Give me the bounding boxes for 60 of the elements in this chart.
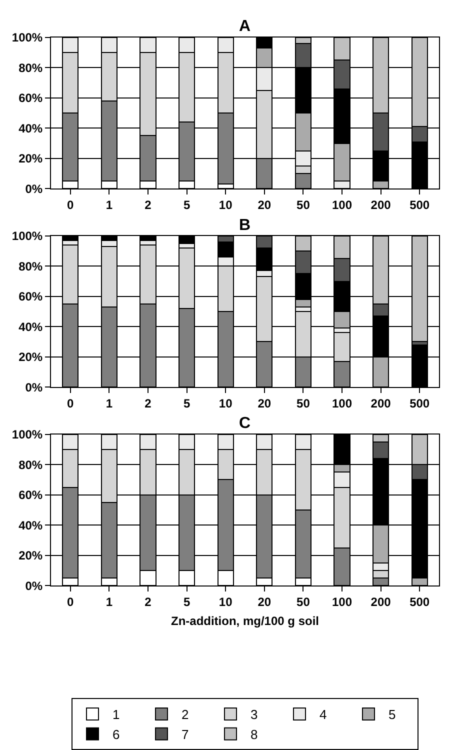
x-tick-label: 10 (218, 594, 233, 609)
x-tick-label: 20 (258, 594, 272, 609)
x-tick-label: 1 (106, 594, 113, 609)
x-tick-label: 5 (183, 198, 190, 212)
y-tick-label: 80% (18, 458, 43, 472)
legend-label: 3 (250, 707, 258, 722)
x-tick-label: 50 (296, 198, 310, 212)
y-tick-label: 40% (18, 320, 43, 334)
x-tick-label: 200 (370, 594, 392, 609)
y-tick-label: 0% (25, 380, 43, 394)
y-tick-label: 100% (12, 428, 43, 442)
y-tick-label: 60% (18, 91, 43, 106)
y-tick-label: 0% (25, 578, 43, 593)
y-tick-label: 0% (25, 182, 43, 196)
chart-title: A (239, 18, 251, 35)
y-tick-label: 60% (18, 488, 43, 502)
x-tick-label: 500 (410, 198, 430, 212)
x-tick-label: 50 (296, 594, 310, 609)
y-tick-label: 100% (12, 30, 43, 45)
x-tick-label: 200 (370, 198, 392, 212)
x-tick-label: 2 (144, 198, 152, 212)
legend-label: 7 (182, 726, 189, 742)
y-tick-label: 20% (18, 152, 43, 166)
x-tick-label: 0 (67, 198, 74, 212)
x-tick-label: 10 (218, 396, 233, 410)
x-tick-label: 10 (218, 198, 233, 212)
x-tick-label: 100 (332, 396, 352, 410)
x-tick-label: 1 (106, 198, 113, 212)
x-tick-label: 20 (258, 396, 272, 410)
x-tick-label: 0 (67, 396, 74, 410)
x-tick-label: 20 (258, 198, 272, 212)
legend-label: 5 (388, 707, 396, 722)
x-tick-label: 5 (183, 594, 190, 609)
y-tick-label: 40% (18, 121, 43, 136)
y-tick-label: 40% (18, 518, 43, 532)
x-tick-label: 100 (332, 594, 352, 609)
y-tick-label: 20% (18, 548, 43, 563)
y-tick-label: 80% (18, 60, 43, 75)
y-tick-label: 60% (18, 290, 43, 304)
x-tick-label: 1 (106, 396, 113, 410)
legend-label: 8 (250, 726, 258, 742)
y-tick-label: 80% (18, 259, 43, 274)
x-tick-label: 2 (144, 594, 152, 609)
legend-label: 1 (112, 707, 120, 722)
x-tick-label: 2 (144, 396, 152, 410)
legend-label: 2 (182, 707, 189, 722)
chart-title: C (239, 415, 251, 432)
legend-label: 4 (320, 707, 327, 722)
x-axis-title: Zn-addition, mg/100 g soil (170, 614, 320, 628)
x-tick-label: 500 (410, 396, 430, 410)
y-tick-label: 100% (12, 229, 43, 244)
x-tick-label: 0 (67, 594, 74, 609)
x-tick-label: 50 (296, 396, 310, 410)
y-tick-label: 20% (18, 350, 43, 364)
x-tick-label: 200 (370, 396, 392, 410)
x-tick-label: 5 (183, 396, 190, 410)
x-tick-label: 100 (332, 198, 352, 212)
chart-title: B (239, 217, 251, 234)
legend-label: 6 (112, 726, 120, 742)
x-tick-label: 500 (410, 594, 430, 609)
